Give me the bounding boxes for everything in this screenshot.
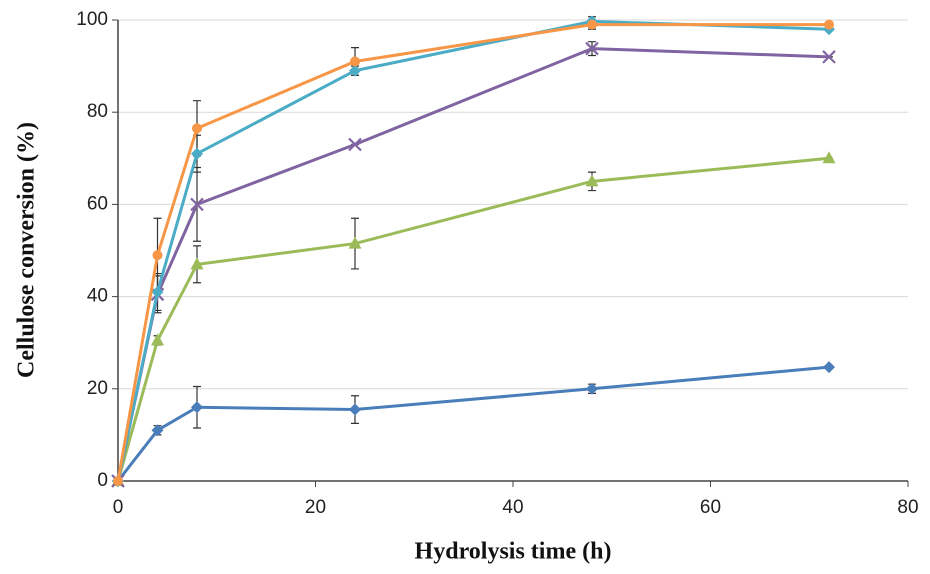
marker — [585, 174, 599, 187]
marker — [349, 403, 361, 416]
marker — [822, 151, 836, 164]
series-line — [116, 47, 830, 482]
marker — [190, 257, 204, 270]
marker — [151, 285, 164, 298]
marker — [191, 401, 203, 414]
marker — [822, 50, 836, 64]
marker — [151, 333, 164, 346]
x-tick-label: 40 — [502, 497, 523, 518]
marker — [349, 64, 361, 77]
marker — [585, 41, 599, 56]
series-line — [116, 19, 830, 482]
marker — [151, 424, 164, 437]
y-tick-label: 20 — [87, 378, 108, 399]
marker — [191, 147, 203, 160]
y-tick-label: 40 — [87, 286, 108, 307]
y-tick-label: 0 — [97, 470, 108, 491]
series-line — [116, 156, 830, 482]
marker — [348, 236, 362, 249]
marker — [348, 137, 362, 152]
y-tick-label: 80 — [87, 101, 108, 122]
marker — [152, 250, 163, 261]
marker — [823, 361, 835, 374]
marker — [113, 476, 123, 486]
y-axis-title: Cellulose conversion (%) — [14, 122, 40, 378]
series-line — [116, 365, 830, 482]
x-tick-label: 60 — [700, 497, 721, 518]
y-tick-label: 100 — [76, 9, 108, 30]
y-tick-label: 60 — [87, 193, 108, 214]
marker — [824, 19, 834, 30]
marker — [350, 56, 360, 67]
marker — [586, 382, 598, 395]
x-tick-label: 0 — [113, 497, 124, 518]
x-tick-label: 20 — [305, 497, 326, 518]
series-line — [116, 23, 829, 482]
marker — [192, 123, 202, 134]
x-tick-label: 80 — [897, 497, 918, 518]
marker — [587, 19, 597, 30]
marker — [190, 197, 204, 212]
x-axis-title: Hydrolysis time (h) — [415, 539, 612, 565]
